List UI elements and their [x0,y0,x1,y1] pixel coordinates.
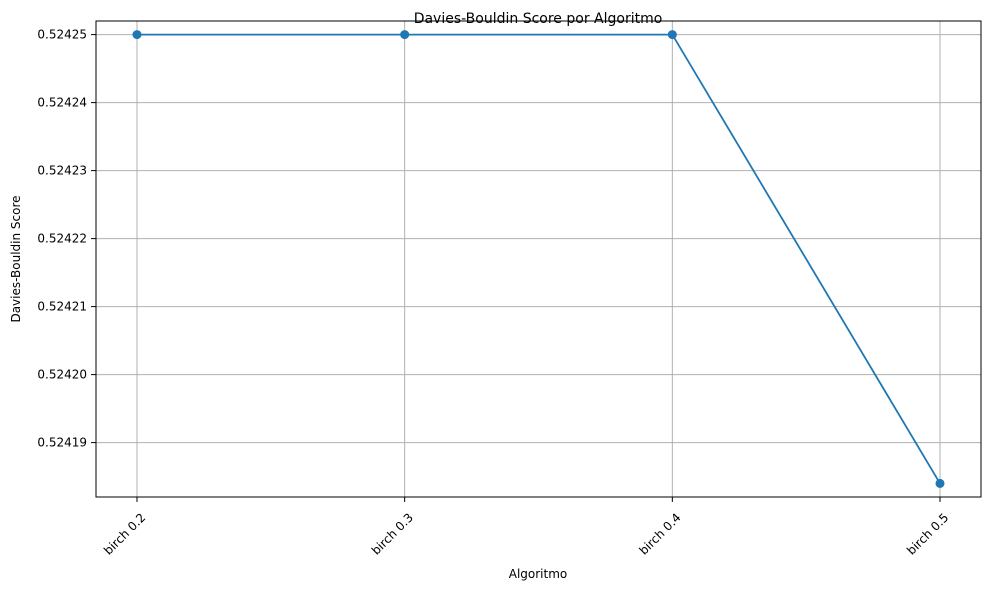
y-tick-label: 0.52425 [37,28,87,42]
data-point [667,30,677,40]
axes-frame [95,20,982,498]
y-tick-label: 0.52419 [37,436,87,450]
y-axis-label: Davies-Bouldin Score [9,195,23,322]
y-tick-label: 0.52420 [37,368,87,382]
data-point [935,478,945,488]
y-tick-label: 0.52423 [37,164,87,178]
y-tick-label: 0.52422 [37,232,87,246]
series-layer [132,30,945,488]
x-axis-label: Algoritmo [509,567,568,581]
series-line [137,33,941,484]
y-ticks: 0.52419 0.52420 0.52421 0.52422 0.52423 0.524… [37,28,96,450]
data-point [400,30,410,40]
chart-title: Davies-Bouldin Score por Algoritmo [414,11,663,27]
y-tick-label: 0.52421 [37,300,87,314]
data-point [132,30,142,40]
y-tick-label: 0.52424 [37,96,87,110]
